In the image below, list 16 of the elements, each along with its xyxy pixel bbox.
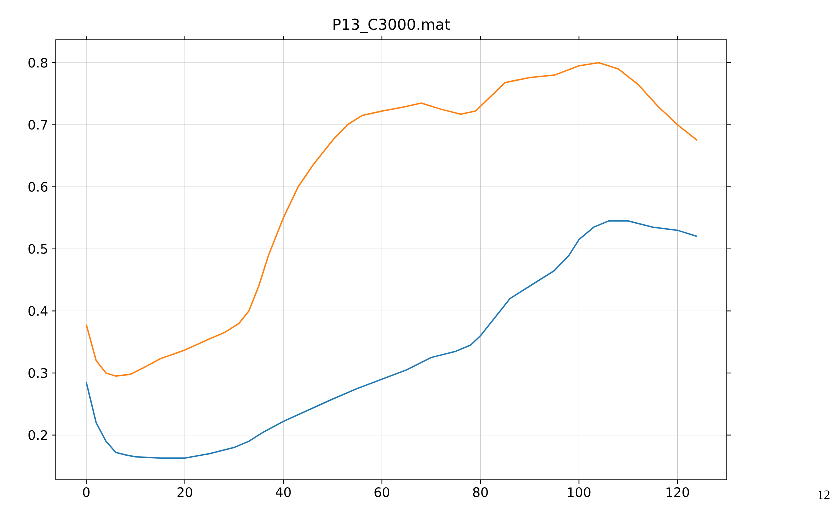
text: 12	[818, 490, 830, 500]
x-tick-label: 0	[83, 488, 90, 498]
x-tick-label: 80	[473, 488, 488, 498]
y-tick-label: 0.5	[28, 244, 48, 254]
x-tick-label: 40	[276, 488, 291, 498]
y-tick-label: 0.6	[28, 182, 48, 192]
y-tick-label: 0.4	[28, 306, 48, 316]
y-tick-label: 0.7	[28, 120, 48, 130]
chart-title: P13_C3000.mat	[334, 18, 450, 34]
x-tick-label: 120	[666, 488, 690, 498]
y-tick-label: 0.8	[28, 58, 48, 68]
x-tick-label: 60	[374, 488, 390, 498]
y-tick-label: 0.2	[28, 430, 48, 440]
x-tick-label: 100	[568, 488, 591, 498]
x-tick-label: 20	[178, 488, 192, 498]
y-tick-label: 0.3	[28, 368, 48, 378]
